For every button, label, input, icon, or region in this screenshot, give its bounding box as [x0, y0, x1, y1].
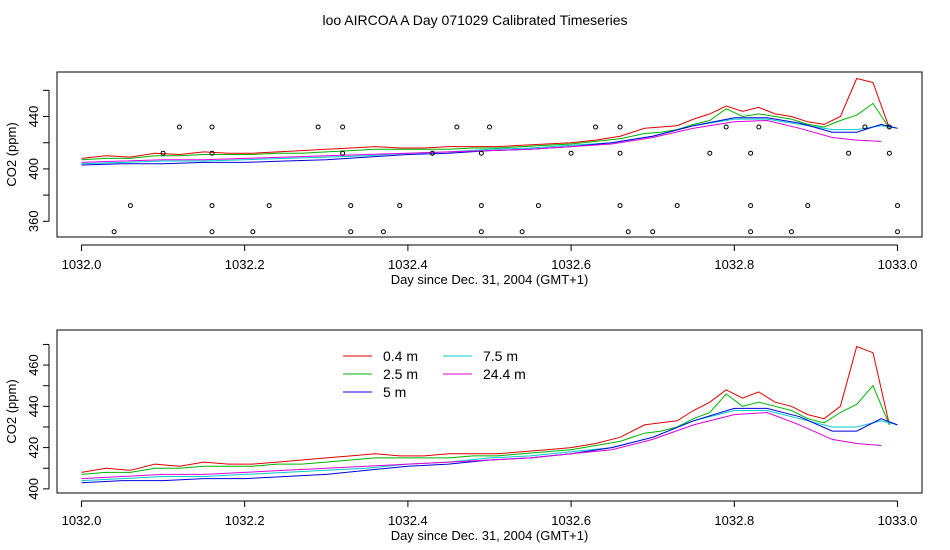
scatter-point	[756, 124, 762, 130]
y-tick-label: 440	[26, 395, 41, 417]
scatter-point	[209, 203, 215, 209]
y-tick-label: 360	[26, 210, 41, 232]
scatter-point	[617, 203, 623, 209]
scatter-point	[748, 150, 754, 156]
scatter-point	[340, 124, 346, 130]
y-axis-label: CO2 (ppm)	[4, 379, 19, 443]
x-tick-label: 1032.2	[225, 257, 265, 272]
scatter-point	[650, 229, 656, 235]
x-axis-label: Day since Dec. 31, 2004 (GMT+1)	[391, 272, 589, 287]
series-line-s0_4	[81, 77, 890, 159]
scatter-point	[707, 150, 713, 156]
scatter-point	[348, 229, 354, 235]
x-tick-label: 1032.8	[714, 257, 754, 272]
scatter-point	[886, 124, 892, 130]
scatter-point	[478, 229, 484, 235]
scatter-point	[348, 203, 354, 209]
series-line-s7_5	[81, 118, 898, 165]
scatter-point	[340, 150, 346, 156]
legend-label: 5 m	[383, 384, 406, 400]
y-axis-label: CO2 (ppm)	[4, 122, 19, 186]
scatter-point	[625, 229, 631, 235]
scatter-point	[397, 203, 403, 209]
scatter-point	[519, 229, 525, 235]
series-line-s2_5	[81, 384, 890, 475]
scatter-point	[617, 150, 623, 156]
scatter-point	[748, 229, 754, 235]
series-line-s5	[81, 407, 898, 484]
scatter-point	[593, 124, 599, 130]
scatter-point	[568, 150, 574, 156]
scatter-point	[805, 203, 811, 209]
scatter-point	[127, 203, 133, 209]
figure-title: loo AIRCOA A Day 071029 Calibrated Times…	[322, 12, 628, 28]
scatter-point	[478, 203, 484, 209]
x-tick-label: 1032.8	[714, 513, 754, 528]
scatter-point	[674, 203, 680, 209]
series-line-s24_4	[81, 119, 882, 163]
data-layer	[81, 345, 898, 484]
plot-frame	[56, 71, 923, 238]
x-axis-label: Day since Dec. 31, 2004 (GMT+1)	[391, 528, 589, 543]
scatter-point	[266, 203, 272, 209]
x-tick-label: 1032.0	[62, 257, 102, 272]
scatter-point	[111, 229, 117, 235]
y-tick-label: 400	[26, 478, 41, 500]
y-tick-label: 460	[26, 354, 41, 376]
scatter-point	[748, 203, 754, 209]
scatter-point	[846, 150, 852, 156]
series-line-s2_5	[81, 102, 890, 161]
legend-label: 7.5 m	[483, 348, 518, 364]
bottom-chart-panel: 1032.0 1032.2 1032.4 1032.6 1032.8 1033.0 Day …	[4, 329, 923, 543]
scatter-point	[535, 203, 541, 209]
x-tick-label: 1033.0	[878, 513, 918, 528]
scatter-point	[250, 229, 256, 235]
x-tick-label: 1032.6	[551, 257, 591, 272]
top-chart-panel: 1032.0 1032.2 1032.4 1032.6 1032.8 1033.0 Day …	[4, 71, 923, 287]
scatter-point	[454, 124, 460, 130]
scatter-point	[862, 124, 868, 130]
scatter-point	[487, 124, 492, 130]
y-tick-label: 440	[26, 106, 41, 128]
scatter-point	[176, 124, 182, 130]
x-tick-label: 1032.6	[551, 513, 591, 528]
scatter-point	[478, 150, 484, 156]
scatter-point	[160, 150, 166, 156]
scatter-point	[895, 203, 901, 209]
series-line-s24_4	[81, 411, 882, 480]
scatter-point	[209, 150, 215, 156]
scatter-point	[788, 229, 794, 235]
x-tick-label: 1032.0	[62, 513, 102, 528]
legend-label: 2.5 m	[383, 366, 418, 382]
scatter-point	[895, 229, 901, 235]
legend-label: 24.4 m	[483, 366, 526, 382]
scatter-point	[723, 124, 729, 130]
legend-label: 0.4 m	[383, 348, 418, 364]
scatter-point	[380, 229, 386, 235]
legend: 0.4 m 2.5 m 5 m 7.5 m 24.4 m	[343, 348, 526, 400]
series-line-s0_4	[81, 345, 890, 473]
plot-frame	[56, 329, 923, 494]
y-tick-label: 420	[26, 437, 41, 459]
x-tick-label: 1032.4	[388, 257, 428, 272]
scatter-point	[429, 150, 435, 156]
x-tick-label: 1032.2	[225, 513, 265, 528]
scatter-point	[315, 124, 321, 130]
y-tick-label: 400	[26, 158, 41, 180]
scatter-point	[617, 124, 623, 130]
x-tick-label: 1033.0	[878, 257, 918, 272]
series-line-s7_5	[81, 410, 898, 482]
scatter-point	[886, 150, 892, 156]
scatter-point	[209, 124, 215, 130]
scatter-point	[209, 229, 215, 235]
data-layer	[81, 77, 901, 235]
x-tick-label: 1032.4	[388, 513, 428, 528]
